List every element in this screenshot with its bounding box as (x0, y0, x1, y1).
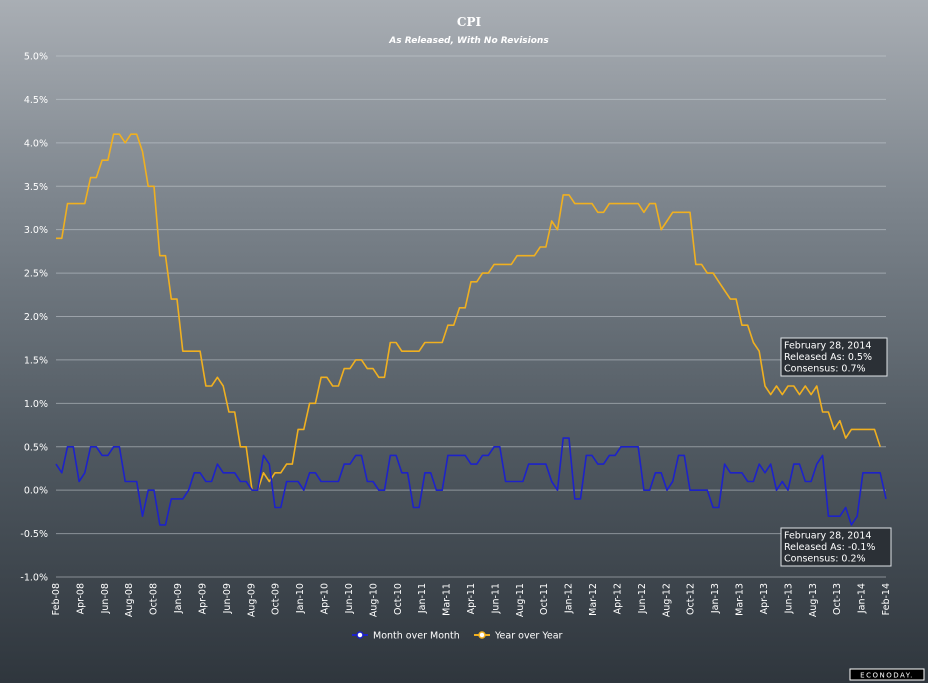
legend-label: Month over Month (373, 631, 460, 642)
grid (56, 55, 886, 578)
tooltip-background (780, 337, 888, 377)
x-tick-label: Jun-08 (100, 583, 111, 614)
y-tick-label: 4.5% (24, 95, 48, 106)
legend: Month over Month Year over Year (352, 631, 563, 642)
x-tick-label: Aug-13 (808, 583, 819, 617)
x-tick-label: Jan-12 (564, 583, 575, 614)
x-tick-label: Apr-11 (466, 583, 477, 614)
brand-text: ECONODAY. (860, 672, 914, 680)
tooltip-line: Released As: -0.1% (784, 542, 875, 553)
x-tick-label: Aug-08 (124, 583, 135, 617)
y-tick-label: 0.0% (24, 486, 48, 497)
chart-title: CPI (457, 15, 482, 29)
y-tick-label: 3.5% (24, 182, 48, 193)
legend-item-year-over-year[interactable]: Year over Year (474, 631, 563, 642)
x-tick-label: Mar-12 (588, 583, 599, 616)
tooltip-background (780, 527, 892, 567)
x-tick-label: Jan-13 (710, 583, 721, 614)
y-axis: 5.0% 4.5% 4.0% 3.5% 3.0% 2.5% 2.0% 1.5% 1.0% 0.5%… (20, 52, 48, 584)
x-tick-label: Mar-11 (442, 583, 453, 616)
x-tick-label: Aug-12 (661, 583, 672, 617)
x-tick-label: Oct-10 (393, 583, 404, 615)
x-tick-label: Jun-13 (783, 583, 794, 614)
y-tick-label: 4.0% (24, 138, 48, 149)
brand-box (849, 668, 925, 681)
x-tick-label: Mar-13 (735, 583, 746, 616)
x-tick-label: Jun-11 (490, 583, 501, 614)
y-tick-label: 3.0% (24, 225, 48, 236)
series-line-year-over-year (56, 133, 881, 492)
x-tick-label: Jan-09 (173, 583, 184, 614)
legend-label: Year over Year (494, 631, 563, 642)
x-tick-label: Feb-08 (51, 583, 62, 615)
x-tick-label: Oct-11 (539, 583, 550, 615)
series-line-month-over-month (55, 437, 887, 526)
x-tick-label: Jun-12 (637, 583, 648, 614)
x-tick-label: Apr-13 (759, 583, 770, 614)
x-tick-label: Jan-10 (295, 583, 306, 614)
y-tick-label: 2.5% (24, 269, 48, 280)
x-tick-label: Aug-10 (368, 583, 379, 617)
x-tick-label: Jan-14 (857, 583, 868, 614)
x-tick-label: Oct-09 (271, 583, 282, 615)
x-tick-label: Feb-14 (881, 583, 892, 615)
x-tick-label: Apr-10 (320, 583, 331, 614)
tooltip-line: Released As: 0.5% (784, 352, 872, 363)
x-tick-label: Apr-08 (75, 583, 86, 614)
brand-logo: ECONODAY. (849, 668, 925, 681)
x-tick-label: Aug-11 (515, 583, 526, 617)
chart-subtitle: As Released, With No Revisions (388, 36, 549, 46)
y-tick-label: 5.0% (24, 52, 48, 63)
legend-item-month-over-month[interactable]: Month over Month (352, 631, 460, 642)
legend-marker (478, 631, 486, 639)
x-tick-label: Apr-09 (197, 583, 208, 614)
x-tick-label: Aug-09 (246, 583, 257, 617)
tooltip-line: February 28, 2014 (784, 341, 871, 352)
series-lines (55, 133, 887, 526)
tooltip-line: Consensus: 0.2% (784, 554, 866, 565)
x-tick-label: Jun-10 (344, 583, 355, 614)
x-tick-label: Jan-11 (417, 583, 428, 614)
tooltip-line: February 28, 2014 (784, 531, 871, 542)
x-tick-label: Oct-13 (832, 583, 843, 615)
x-tick-label: Oct-08 (149, 583, 160, 615)
y-tick-label: 2.0% (24, 312, 48, 323)
y-tick-label: 1.5% (24, 355, 48, 366)
y-tick-label: -0.5% (20, 529, 48, 540)
x-tick-label: Apr-12 (612, 583, 623, 614)
y-tick-label: -1.0% (20, 573, 48, 584)
x-tick-label: Jun-09 (222, 583, 233, 614)
y-tick-label: 1.0% (24, 399, 48, 410)
x-tick-label: Oct-12 (686, 583, 697, 615)
y-tick-label: 0.5% (24, 442, 48, 453)
legend-marker (356, 631, 364, 639)
x-axis: Feb-08 Apr-08 Jun-08 Aug-08 Oct-08 Jan-09 Apr-… (51, 583, 892, 617)
tooltip-line: Consensus: 0.7% (784, 364, 866, 375)
